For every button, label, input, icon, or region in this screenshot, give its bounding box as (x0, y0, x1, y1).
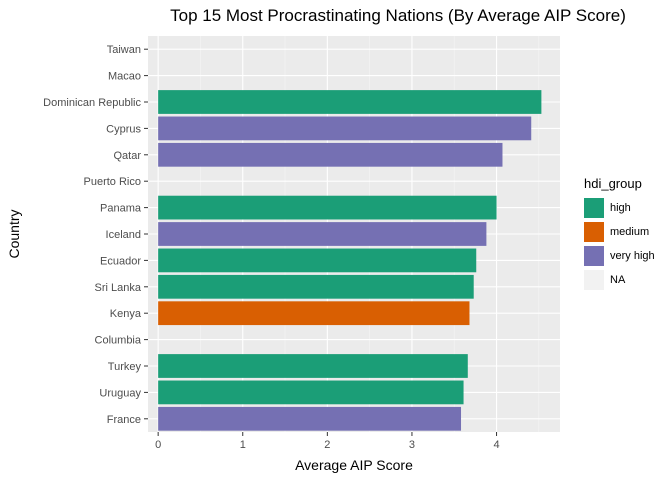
y-tick-label: Taiwan (107, 44, 141, 56)
legend-label: high (610, 202, 631, 214)
y-tick-label: Macao (108, 71, 141, 83)
y-tick-label: Kenya (110, 308, 142, 320)
y-tick-label: Turkey (108, 361, 142, 373)
bar-dominican-republic (158, 90, 542, 114)
x-tick-label: 3 (409, 439, 415, 451)
y-tick-label: Puerto Rico (84, 176, 141, 188)
bar-qatar (158, 142, 503, 167)
y-tick-label: Panama (100, 203, 142, 215)
y-tick-label: Qatar (113, 150, 141, 162)
legend-item: very high (584, 244, 655, 268)
y-axis-label: Country (6, 209, 22, 258)
legend-label: very high (610, 250, 655, 262)
x-tick-label: 0 (155, 439, 161, 451)
legend-label: NA (610, 274, 626, 286)
y-tick-label: Iceland (106, 229, 141, 241)
y-tick-label: Ecuador (100, 255, 141, 267)
legend-swatch (584, 222, 604, 242)
bar-ecuador (158, 248, 477, 273)
x-axis-label: Average AIP Score (295, 457, 413, 473)
x-tick-label: 4 (493, 439, 499, 451)
legend-swatch (584, 246, 604, 266)
legend-label: medium (610, 226, 650, 238)
bar-france (158, 406, 462, 431)
bar-turkey (158, 354, 468, 378)
y-tick-label: Columbia (95, 335, 142, 347)
x-tick-label: 2 (324, 439, 330, 451)
y-tick-label: Sri Lanka (95, 282, 142, 294)
bar-kenya (158, 301, 470, 326)
y-tick-label: Dominican Republic (43, 97, 141, 109)
bar-sri-lanka (158, 274, 474, 299)
y-tick-label: Uruguay (99, 387, 141, 399)
legend-swatch (584, 198, 604, 218)
legend-swatch (584, 270, 604, 290)
legend-item: high (584, 196, 631, 220)
y-tick-label: Cyprus (106, 123, 141, 135)
bar-cyprus (158, 116, 532, 141)
bar-uruguay (158, 380, 464, 405)
x-tick-label: 1 (240, 439, 246, 451)
legend-item: medium (584, 220, 649, 244)
chart-title: Top 15 Most Procrastinating Nations (By … (170, 6, 626, 25)
bar-iceland (158, 222, 487, 246)
legend-item: NA (584, 268, 625, 292)
legend-title: hdi_group (584, 176, 642, 191)
bar-panama (158, 195, 497, 220)
y-tick-label: France (107, 414, 141, 426)
